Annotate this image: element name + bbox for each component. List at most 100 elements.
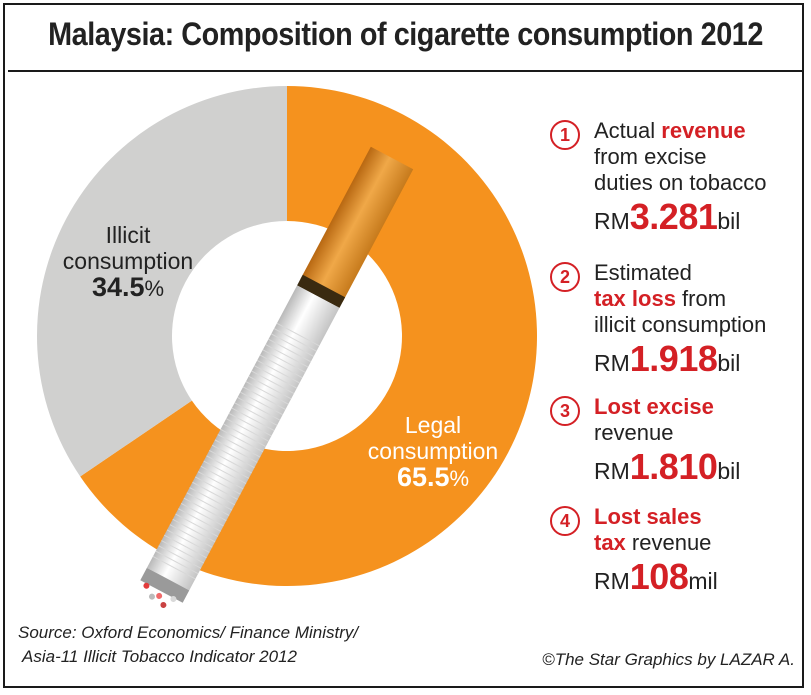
title-divider (8, 70, 803, 72)
paper-texture-line (237, 397, 281, 421)
cigarette-illustration (140, 146, 414, 608)
legal-label-line1: Legal (404, 412, 462, 438)
fact-1-number-badge: 1 (550, 120, 580, 150)
fact-1-unit: bil (717, 208, 741, 234)
fact-2-number-badge: 2 (550, 262, 580, 292)
legal-value: 65.5 (396, 462, 450, 492)
cigarette-paper (146, 285, 340, 591)
paper-texture-line (189, 487, 233, 511)
fact-4-figure: RM108mil (594, 558, 804, 601)
fact-3-line2: revenue (594, 420, 674, 445)
fact-1-prefix: RM (594, 208, 630, 234)
paper-texture-line (206, 455, 250, 479)
fact-2-value: 1.918 (629, 338, 718, 379)
paper-texture-line (228, 412, 272, 437)
paper-texture-line (248, 375, 292, 400)
fact-2-line1: Estimated (594, 260, 692, 285)
paper-texture-line (197, 471, 241, 495)
paper-texture-line (172, 518, 216, 543)
fact-2-line2-post: from (675, 286, 727, 311)
fact-1-line2: from excise (594, 144, 707, 169)
paper-texture-line (273, 328, 317, 352)
legal-label-line2: consumption (367, 438, 499, 464)
paper-texture-line (166, 529, 210, 553)
fact-4-highlight-line2: tax (594, 530, 626, 555)
paper-texture-line (186, 492, 230, 516)
fact-4-unit: mil (688, 568, 718, 594)
legal-slice-label: Legal consumption 65.5% (348, 412, 518, 492)
paper-texture-line (234, 402, 278, 426)
fact-1-line1-pre: Actual (594, 118, 662, 143)
fact-4-line2-post: revenue (625, 530, 712, 555)
paper-texture-line (183, 497, 227, 522)
illicit-unit: % (144, 276, 165, 301)
ember-dot (160, 601, 167, 608)
ember-dot (143, 582, 150, 589)
paper-texture-line (178, 508, 221, 532)
fact-1-value: 3.281 (629, 196, 718, 237)
fact-4-number-badge: 4 (550, 506, 580, 536)
fact-3-number-badge: 3 (550, 396, 580, 426)
paper-texture-line (220, 428, 264, 453)
fact-3-unit: bil (717, 458, 741, 484)
source-line-1: Source: Oxford Economics/ Finance Minist… (18, 623, 359, 642)
paper-texture-line (158, 545, 202, 569)
paper-texture-line (152, 555, 196, 580)
paper-texture-line (155, 550, 199, 575)
paper-texture-line (161, 540, 205, 564)
paper-texture-line (223, 423, 267, 447)
paper-texture-line (256, 359, 300, 384)
fact-2-unit: bil (717, 350, 741, 376)
paper-texture-line (194, 476, 238, 500)
paper-texture-line (251, 370, 295, 394)
fact-4-highlight-line1: Lost sales (594, 504, 702, 529)
fact-3-value: 1.810 (629, 446, 718, 487)
legal-unit: % (449, 466, 470, 491)
fact-3-prefix: RM (594, 458, 630, 484)
chart-title: Malaysia: Composition of cigarette consu… (48, 16, 763, 52)
paper-texture-line (271, 333, 314, 357)
fact-1-highlight: revenue (661, 118, 746, 143)
paper-texture-line (262, 349, 306, 373)
fact-3-figure: RM1.810bil (594, 448, 804, 491)
paper-texture-line (200, 465, 244, 490)
paper-texture-line (175, 513, 219, 538)
fact-2-figure: RM1.918bil (594, 340, 804, 383)
fact-2-prefix: RM (594, 350, 630, 376)
legal-slice (80, 86, 537, 586)
paper-texture-line (214, 439, 258, 463)
cigarette-tip (140, 567, 190, 603)
illicit-label-line2: consumption (62, 248, 194, 274)
source-note: Source: Oxford Economics/ Finance Minist… (18, 621, 358, 669)
fact-4-value: 108 (629, 556, 689, 597)
ember-dot (170, 595, 177, 602)
paper-texture-line (164, 534, 207, 559)
fact-4-prefix: RM (594, 568, 630, 594)
illicit-slice-label: Illicit consumption 34.5% (48, 222, 208, 302)
ember-dot (156, 592, 163, 599)
paper-texture-line (192, 481, 236, 506)
cigarette-filter (300, 146, 414, 302)
fact-2-line3: illicit consumption (594, 312, 767, 337)
ember-dot (148, 593, 155, 600)
paper-texture-line (259, 354, 303, 379)
graphics-credit: ©The Star Graphics by LAZAR A. (542, 650, 795, 669)
paper-texture-line (231, 407, 275, 432)
paper-texture-line (245, 381, 289, 405)
source-line-2: Asia-11 Illicit Tobacco Indicator 2012 (22, 647, 297, 666)
paper-texture-line (240, 391, 283, 416)
illicit-label-line1: Illicit (105, 222, 151, 248)
paper-texture-line (254, 365, 297, 389)
paper-texture-line (203, 460, 247, 485)
paper-texture-line (276, 322, 320, 347)
fact-3-highlight: Lost excise (594, 394, 714, 419)
fact-2-highlight: tax loss (594, 286, 676, 311)
paper-texture-line (217, 434, 261, 458)
fact-1-figure: RM3.281bil (594, 198, 804, 241)
paper-texture-line (211, 444, 255, 469)
cigarette-band (297, 274, 346, 308)
paper-texture-line (242, 386, 286, 410)
illicit-value: 34.5 (91, 272, 145, 302)
paper-texture-line (268, 338, 312, 363)
